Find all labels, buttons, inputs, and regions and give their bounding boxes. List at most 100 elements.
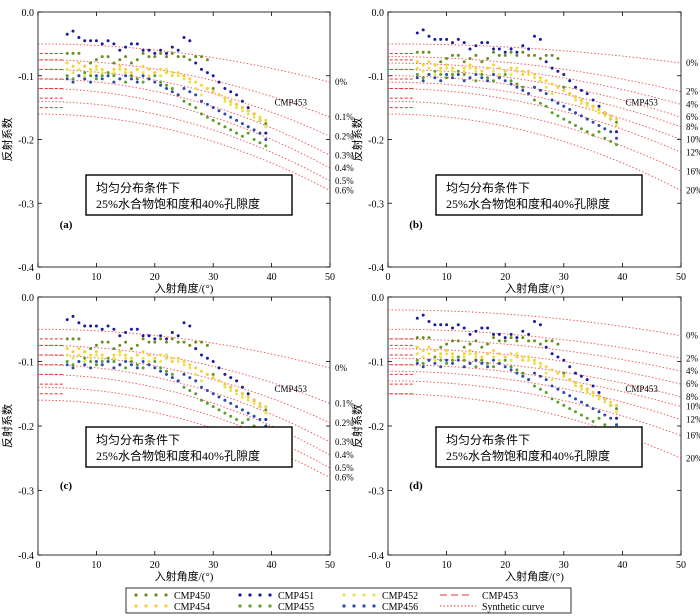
data-point [439,66,443,70]
data-point [451,66,454,70]
data-point [503,79,507,83]
data-point [509,50,513,54]
data-point [468,342,472,346]
data-point [486,41,490,45]
data-point [124,356,128,360]
synthetic-curve [387,370,682,420]
data-point [509,336,513,340]
data-point [205,343,209,347]
curve-label: 0.3% [335,437,354,447]
data-point [182,99,186,103]
data-point [147,74,151,78]
data-point [223,112,227,116]
data-point [492,47,495,51]
data-point [568,407,572,411]
data-point [211,118,215,122]
data-point [456,69,460,73]
plot-frame [37,296,331,556]
data-point [415,66,419,70]
y-tick-label: -0.2 [368,136,384,147]
data-point [486,361,490,365]
curve-label: 12% [686,415,700,425]
legend-label: Synthetic curve [482,602,545,613]
curve-label: 0.2% [335,418,354,428]
data-point [223,96,227,100]
data-point [229,115,233,119]
data-point [456,339,460,343]
data-point [112,67,116,71]
y-tick-label: -0.3 [368,199,384,210]
data-point [574,111,577,115]
data-point [615,410,618,414]
data-point [591,384,595,388]
data-point [124,366,128,370]
data-point [188,366,192,370]
data-point [264,125,268,129]
data-point [106,356,110,360]
legend-marker [258,593,262,597]
data-point [77,337,81,341]
data-point [421,361,425,365]
data-point [603,127,607,131]
data-point [550,66,554,70]
data-point [83,324,87,328]
annotation-line2: 25%水合物饱和度和40%孔隙度 [446,196,610,211]
data-point [112,360,116,363]
data-point [83,39,87,43]
data-point [188,324,192,328]
data-point [492,69,495,73]
data-point [77,353,81,357]
data-point [200,99,203,103]
data-point [147,360,151,363]
data-point [503,365,507,369]
data-point [71,356,75,360]
data-point [124,80,128,84]
data-point [100,55,104,59]
data-point [486,66,490,70]
data-point [556,400,560,404]
data-point [159,83,163,87]
curve-label: 0.1% [335,112,354,122]
data-point [615,143,618,147]
data-point [89,360,93,363]
data-point [94,58,98,62]
data-point [468,63,472,67]
data-point [71,350,75,354]
legend-marker [144,604,148,608]
data-point [480,69,484,73]
data-point [77,51,81,55]
highlight-label: CMP453 [625,98,658,108]
data-point [445,73,449,76]
data-point [135,58,139,62]
data-point [415,76,419,80]
data-point [556,371,560,375]
data-point [521,371,525,375]
data-point [503,336,507,340]
data-point [574,410,577,414]
data-point [568,79,572,83]
x-tick-label: 20 [500,560,510,571]
data-point [235,106,239,110]
data-point [100,67,104,71]
data-point [159,67,163,71]
data-point [211,74,215,78]
data-point [462,365,466,369]
data-point [468,47,472,51]
data-point [124,353,128,357]
legend-label: CMP450 [174,591,210,602]
data-point [521,44,525,48]
data-point [188,80,192,84]
data-point [538,79,542,83]
data-point [615,124,618,127]
data-point [100,353,104,357]
data-point [597,394,601,398]
data-point [521,50,525,54]
data-point [153,74,157,78]
data-point [141,64,145,68]
data-point [252,115,256,119]
curve-label: 0.4% [335,450,354,460]
data-point [562,104,566,108]
synthetic-curve [37,364,331,443]
data-point [533,76,536,80]
data-point [480,41,484,45]
